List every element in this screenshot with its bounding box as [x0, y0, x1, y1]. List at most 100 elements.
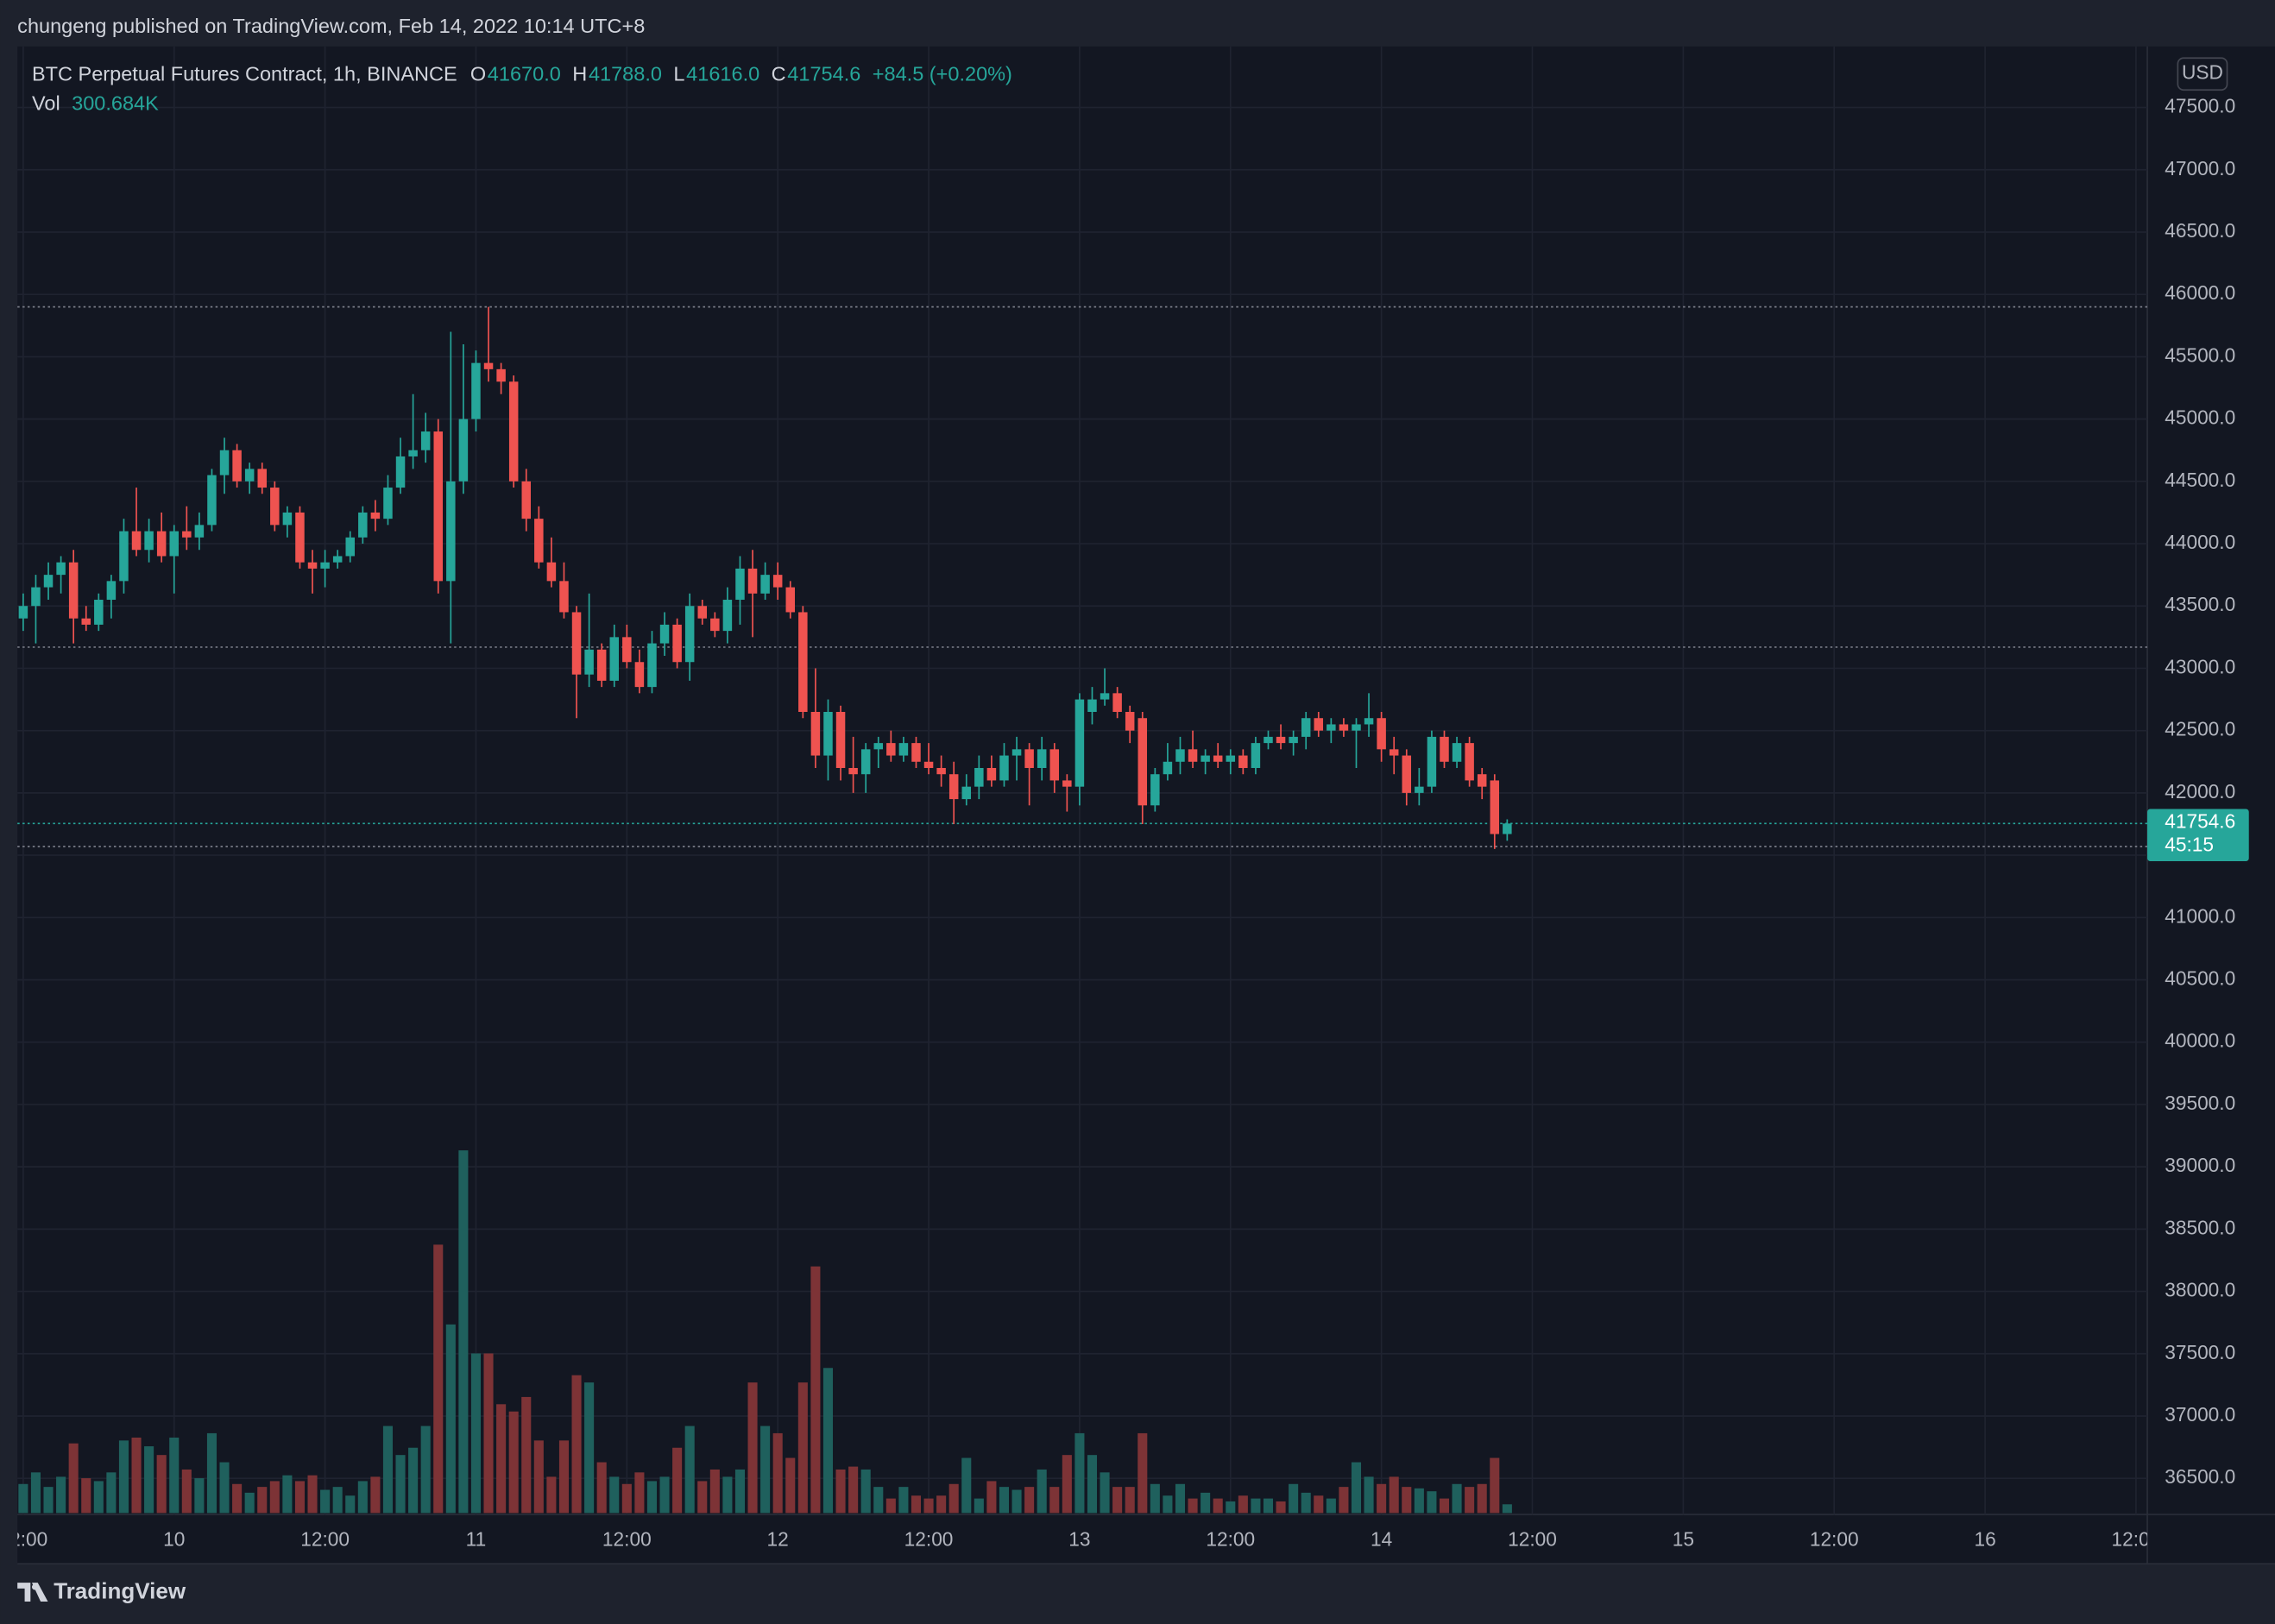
candle-body [182, 531, 192, 538]
volume-bar [1175, 1483, 1186, 1514]
volume-bar [181, 1469, 192, 1514]
candle-body [710, 618, 720, 632]
candle-body [546, 562, 557, 582]
candle-body [1125, 712, 1135, 731]
volume-bar [496, 1404, 507, 1514]
volume-bar [785, 1457, 796, 1514]
candle-body [772, 575, 783, 588]
y-tick-label: 39000.0 [2165, 1154, 2235, 1176]
volume-bar [571, 1375, 582, 1514]
candle-body [760, 575, 770, 594]
candle-body [634, 662, 645, 688]
x-tick-label: 12:00 [904, 1527, 954, 1550]
y-tick-label: 37000.0 [2165, 1403, 2235, 1426]
volume-key: Vol [32, 91, 60, 114]
candle-body [370, 512, 381, 519]
candle-body [18, 606, 28, 619]
volume-bar [257, 1487, 268, 1514]
volume-bar [709, 1469, 720, 1514]
volume-bar [1477, 1483, 1487, 1514]
y-tick-label: 38000.0 [2165, 1279, 2235, 1301]
candles [18, 306, 1512, 849]
volume-bar [1364, 1476, 1374, 1514]
volume-bar [1427, 1491, 1437, 1514]
volume-bar [1024, 1487, 1035, 1514]
volume-bar [684, 1426, 695, 1514]
volume-bar [873, 1487, 884, 1514]
volume-bar [470, 1353, 482, 1514]
y-tick-label: 45500.0 [2165, 343, 2235, 366]
candle-body [1087, 699, 1097, 713]
volume-bar [1389, 1476, 1399, 1514]
volume-bar [1226, 1501, 1236, 1514]
volume-bar [1049, 1487, 1060, 1514]
candle-body [1062, 780, 1072, 787]
y-tick-label: 42500.0 [2165, 718, 2235, 740]
candle-body [1112, 693, 1122, 713]
candle-body [1503, 823, 1512, 834]
legend-key: H [572, 63, 587, 85]
candle-body [1175, 749, 1185, 762]
volume-bar [508, 1411, 519, 1514]
candle-body [1264, 736, 1273, 744]
volume-bar [923, 1498, 934, 1514]
legend-value: 41754.6 [787, 63, 860, 85]
volume-bar [483, 1353, 494, 1514]
candle-body [735, 568, 745, 601]
volume-bar [1339, 1487, 1349, 1514]
x-tick-label: 12:00 [602, 1527, 652, 1550]
candle-body [1352, 724, 1361, 731]
candle-body [974, 767, 984, 787]
currency[interactable]: USD [2182, 61, 2223, 84]
currency-button[interactable] [2177, 57, 2228, 91]
volume-bar [1138, 1432, 1148, 1514]
candle-body [873, 743, 884, 750]
volume-bar [722, 1476, 733, 1514]
volume-bar [1125, 1487, 1135, 1514]
volume-bar [307, 1475, 318, 1514]
candle-body [43, 575, 54, 588]
volume-value: 300.684K [72, 91, 159, 114]
candle-body [458, 419, 469, 482]
volume-bar [56, 1476, 66, 1514]
candle-body [483, 362, 494, 369]
candle-body [1024, 749, 1034, 768]
candle-body [156, 531, 167, 557]
volume-bar [1490, 1457, 1500, 1514]
candle-body [471, 362, 481, 419]
candle-body [282, 512, 293, 526]
candle-body [936, 767, 946, 775]
y-tick-label: 46000.0 [2165, 281, 2235, 304]
candle-body [1037, 749, 1047, 768]
volume-bar [634, 1472, 645, 1514]
volume-bar [1201, 1492, 1211, 1514]
brand[interactable]: TradingView [54, 1578, 186, 1604]
volume-bar [1414, 1488, 1424, 1514]
volume-bar [1163, 1495, 1173, 1514]
x-tick-label: 12:00 [2112, 1527, 2161, 1550]
candle-body [1150, 774, 1160, 806]
volume-bar [1062, 1455, 1072, 1514]
volume-bar [357, 1481, 368, 1514]
volume-bar [697, 1481, 708, 1514]
candle-body [1100, 693, 1110, 700]
volume-bar [332, 1487, 343, 1514]
volume-bar [1289, 1483, 1299, 1514]
x-tick-label: 12 [767, 1527, 789, 1550]
x-tick-label: 12:00 [1508, 1527, 1557, 1550]
x-tick-label: 11 [466, 1527, 487, 1550]
candle-body [119, 531, 129, 582]
volume-bar [1150, 1483, 1160, 1514]
volume-bar [898, 1487, 909, 1514]
candle-body [810, 712, 821, 756]
candle-body [496, 368, 506, 382]
candle-body [886, 743, 896, 756]
candle-body [56, 562, 66, 576]
candle-body [672, 624, 682, 663]
candle-body [1276, 736, 1286, 744]
y-tick-label: 42000.0 [2165, 780, 2235, 803]
volume-bar [1351, 1462, 1362, 1514]
candle-body [1049, 749, 1060, 781]
x-tick-label: 12:00 [1206, 1527, 1255, 1550]
